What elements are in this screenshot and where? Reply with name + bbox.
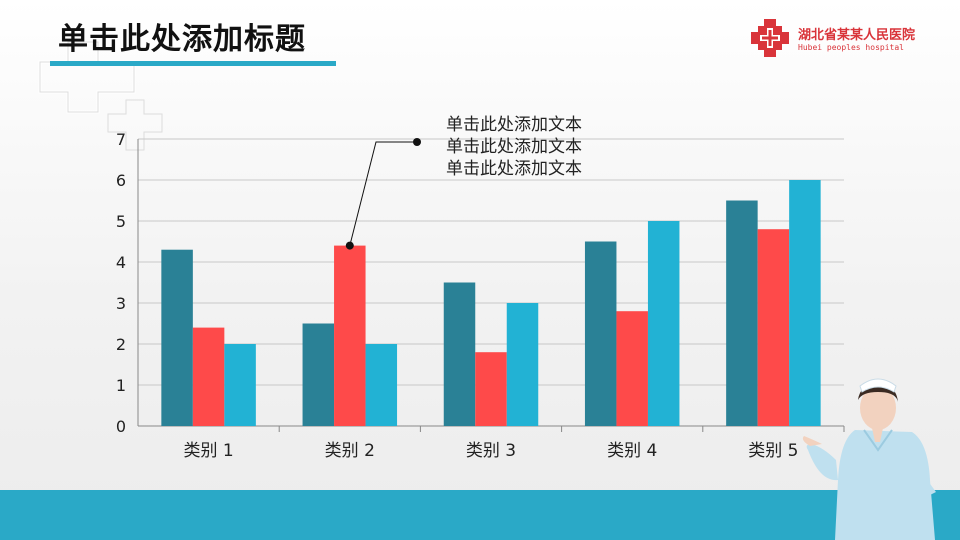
y-tick-label: 7: [116, 130, 126, 149]
bar-series-1: [161, 249, 193, 426]
x-tick-label: 类别 2: [325, 441, 375, 461]
annotation-leader-line: [349, 141, 417, 246]
annotation-line-2: 单击此处添加文本: [446, 137, 582, 157]
hospital-subtitle: Hubei peoples hospital: [798, 43, 904, 52]
y-tick-label: 6: [116, 171, 126, 190]
bar-series-3: [506, 303, 539, 426]
bar-series-1: [726, 200, 758, 426]
bar-series-3: [224, 344, 256, 426]
y-tick-label: 2: [116, 335, 126, 354]
x-tick-label: 类别 1: [183, 441, 233, 461]
bar-series-2: [192, 327, 225, 426]
bar-series-3: [789, 180, 821, 426]
bar-series-1: [302, 323, 335, 426]
x-tick-label: 类别 3: [466, 441, 516, 461]
hospital-logo: 湖北省某某人民医院 Hubei peoples hospital: [750, 18, 950, 58]
y-tick-label: 3: [116, 294, 126, 313]
bar-series-3: [647, 221, 680, 426]
hospital-name: 湖北省某某人民医院: [798, 28, 916, 43]
y-tick-label: 4: [116, 253, 126, 272]
bar-series-1: [443, 282, 476, 426]
annotation-line-3: 单击此处添加文本: [446, 159, 582, 179]
red-cross-logo-icon: [751, 19, 789, 57]
bar-series-1: [584, 241, 617, 426]
bar-series-2: [616, 311, 648, 426]
bar-series-2: [475, 352, 507, 426]
annotation-line-1: 单击此处添加文本: [446, 115, 582, 135]
annotation-text[interactable]: 单击此处添加文本 单击此处添加文本 单击此处添加文本: [446, 114, 582, 180]
title-underline: [50, 61, 336, 66]
y-tick-label: 1: [116, 376, 126, 395]
annotation-dot-end: [413, 138, 421, 146]
x-tick-label: 类别 4: [607, 441, 657, 461]
bar-series-3: [365, 344, 398, 426]
medical-cross-small-outline-icon: [107, 99, 163, 151]
bar-series-2: [334, 245, 366, 426]
annotation-dot-start: [345, 241, 354, 250]
y-tick-label: 5: [116, 212, 126, 231]
y-tick-label: 0: [116, 417, 126, 436]
bar-series-2: [757, 229, 790, 426]
slide-title[interactable]: 单击此处添加标题: [58, 22, 306, 57]
footer-band: [0, 490, 960, 540]
nurse-illustration: [802, 378, 936, 540]
x-tick-label: 类别 5: [748, 441, 798, 461]
